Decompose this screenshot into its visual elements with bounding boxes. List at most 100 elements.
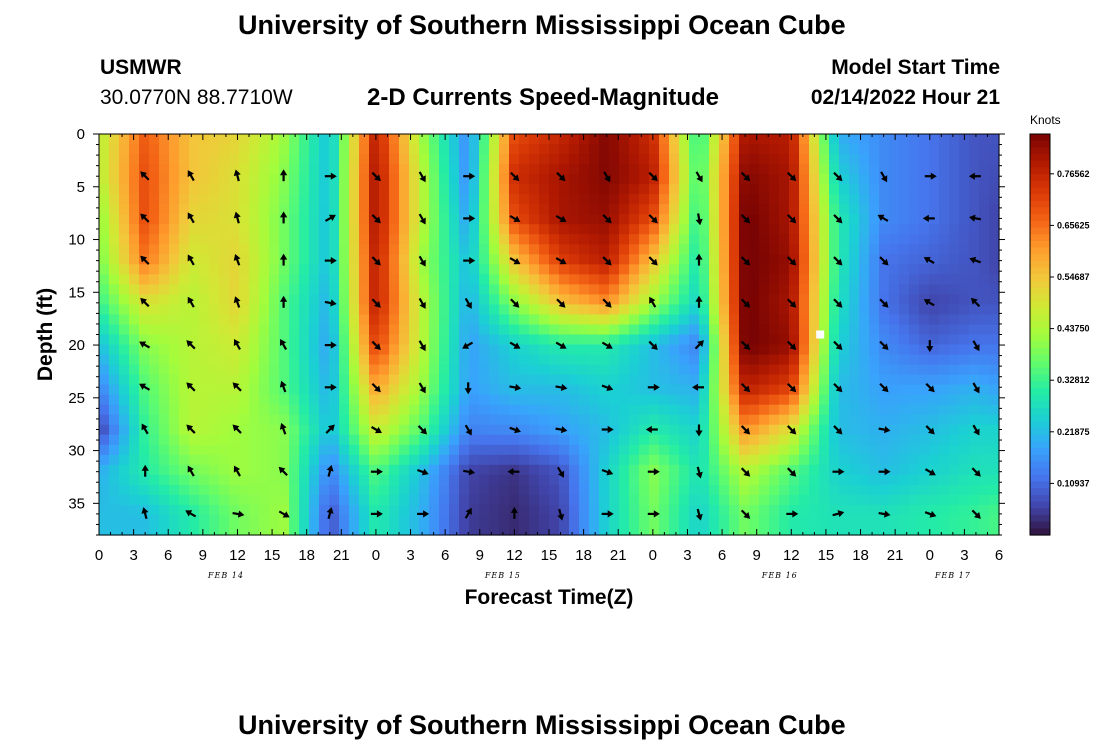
- heat-cell: [729, 214, 740, 225]
- heat-cell: [689, 414, 700, 426]
- heat-cell: [869, 364, 880, 376]
- heat-cell: [609, 504, 620, 516]
- heat-cell: [669, 144, 680, 155]
- heat-cell: [929, 414, 940, 426]
- heat-cell: [149, 134, 160, 145]
- current-arrow: [139, 341, 151, 349]
- heat-cell: [499, 214, 510, 225]
- heat-cell: [489, 134, 500, 145]
- heat-cell: [989, 204, 1000, 215]
- heat-cell: [419, 204, 430, 215]
- heat-cell: [309, 514, 320, 526]
- heat-cell: [819, 214, 830, 225]
- heat-cell: [929, 524, 940, 536]
- heat-cell: [819, 254, 830, 265]
- heat-cell: [249, 254, 260, 265]
- heat-cell: [109, 294, 120, 306]
- heat-cell: [449, 514, 460, 526]
- heat-cell: [259, 354, 270, 366]
- heat-cell: [649, 154, 660, 165]
- heat-cell: [279, 144, 290, 155]
- heat-cell: [129, 374, 140, 386]
- arrow-shaft: [235, 173, 240, 182]
- heat-cell: [779, 204, 790, 215]
- heat-cell: [529, 454, 540, 466]
- arrow-head: [233, 169, 241, 177]
- current-arrow: [833, 340, 843, 351]
- current-arrow: [601, 510, 614, 518]
- heat-cell: [799, 154, 810, 165]
- heat-cell: [919, 144, 930, 155]
- heat-cell: [819, 444, 830, 456]
- heat-cell: [239, 204, 250, 215]
- heat-cell: [699, 154, 710, 165]
- heat-cell: [809, 214, 820, 225]
- heat-cell: [439, 224, 450, 235]
- heat-cell: [419, 164, 430, 175]
- heat-cell: [919, 354, 930, 366]
- heat-cell: [659, 434, 670, 446]
- heat-cell: [239, 374, 250, 386]
- current-arrow: [786, 510, 799, 518]
- heat-cell: [649, 524, 660, 536]
- heat-cell: [829, 184, 840, 195]
- current-arrow: [923, 299, 935, 307]
- heat-cell: [449, 334, 460, 346]
- heat-cell: [709, 344, 720, 356]
- heat-cell: [449, 444, 460, 456]
- heat-cell: [289, 344, 300, 356]
- heat-cell: [539, 324, 550, 336]
- heat-cell: [319, 474, 330, 486]
- heat-cell: [479, 134, 490, 145]
- heat-cell: [739, 274, 750, 285]
- heat-cell: [759, 394, 770, 406]
- heat-cell: [519, 394, 530, 406]
- heat-cell: [409, 464, 420, 476]
- heat-cell: [389, 204, 400, 215]
- heat-cell: [419, 304, 430, 316]
- heat-cell: [259, 174, 270, 185]
- heat-cell: [209, 404, 220, 416]
- heat-cell: [289, 484, 300, 496]
- heat-cell: [289, 264, 300, 275]
- heat-cell: [469, 234, 480, 245]
- current-arrow: [925, 382, 935, 393]
- heat-cell: [249, 474, 260, 486]
- heat-cell: [499, 204, 510, 215]
- heat-cell: [569, 414, 580, 426]
- heat-cell: [429, 424, 440, 436]
- heat-cell: [449, 474, 460, 486]
- heat-cell: [869, 224, 880, 235]
- heat-cell: [729, 304, 740, 316]
- heat-cell: [449, 344, 460, 356]
- heat-cell: [479, 324, 490, 336]
- current-arrow: [187, 296, 195, 308]
- heat-cell: [259, 444, 270, 456]
- heat-cell: [269, 464, 280, 476]
- heat-cell: [289, 524, 300, 536]
- heat-cell: [989, 494, 1000, 506]
- heat-cell: [529, 214, 540, 225]
- arrow-head: [141, 423, 148, 431]
- current-arrow: [648, 214, 658, 224]
- heat-cell: [169, 204, 180, 215]
- heat-cell: [709, 444, 720, 456]
- arrow-head: [139, 341, 147, 348]
- heat-cell: [259, 304, 270, 316]
- heat-cell: [99, 374, 110, 386]
- heat-cell: [439, 294, 450, 306]
- heat-cell: [409, 264, 420, 275]
- heat-cell: [449, 504, 460, 516]
- x-tick-label: 0: [95, 547, 103, 564]
- heat-cell: [879, 224, 890, 235]
- heat-cell: [219, 174, 230, 185]
- heat-cell: [539, 234, 550, 245]
- heat-cell: [409, 164, 420, 175]
- heat-cell: [669, 444, 680, 456]
- current-arrow: [140, 213, 150, 223]
- heat-cell: [749, 304, 760, 316]
- heat-cell: [469, 184, 480, 195]
- heat-cell: [259, 284, 270, 296]
- arrow-shaft: [973, 258, 981, 264]
- heat-cell: [419, 454, 430, 466]
